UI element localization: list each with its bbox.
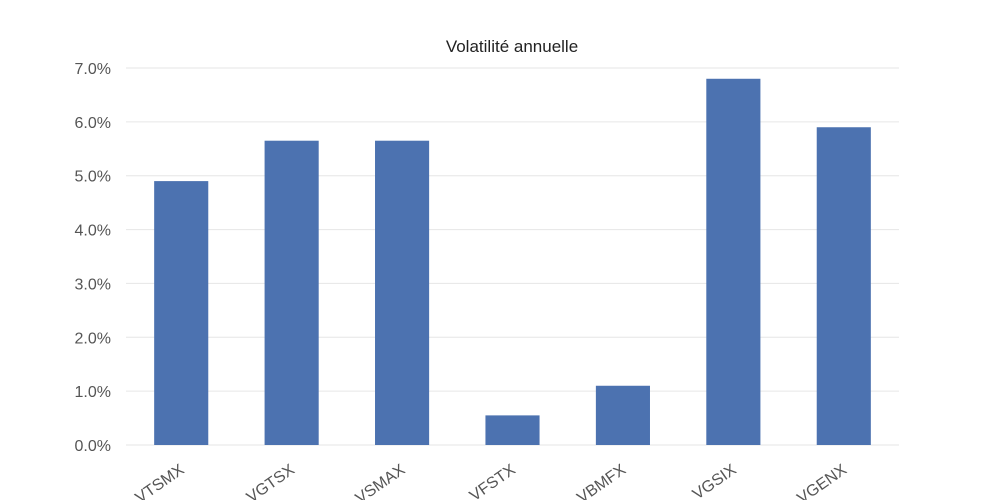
x-axis-ticks: VTSMX VGTSX VSMAX VFSTX VBMFX VGSIX VGENX: [133, 461, 851, 500]
x-tick-label: VBMFX: [574, 461, 629, 500]
y-axis-ticks: 0.0% 1.0% 2.0% 3.0% 4.0% 5.0% 6.0% 7.0%: [75, 61, 111, 455]
chart-title: Volatilité annuelle: [446, 37, 578, 56]
y-tick-label: 4.0%: [75, 223, 111, 240]
y-tick-label: 6.0%: [75, 115, 111, 132]
x-tick-label: VTSMX: [133, 461, 188, 500]
bar: [595, 385, 650, 445]
y-tick-label: 0.0%: [75, 438, 111, 455]
bar: [375, 140, 430, 445]
bar: [485, 415, 540, 445]
x-tick-label: VGTSX: [244, 461, 298, 500]
y-tick-label: 3.0%: [75, 276, 111, 293]
y-tick-label: 2.0%: [75, 330, 111, 347]
bars: [154, 78, 871, 446]
x-tick-label: VFSTX: [467, 461, 519, 500]
bar: [264, 140, 319, 445]
x-tick-label: VSMAX: [353, 461, 409, 500]
gridlines: [126, 67, 899, 446]
y-tick-label: 1.0%: [75, 384, 111, 401]
x-tick-label: VGSIX: [690, 461, 740, 500]
bar: [706, 78, 761, 446]
bar: [154, 181, 209, 445]
bar: [816, 127, 871, 445]
y-tick-label: 5.0%: [75, 169, 111, 186]
y-tick-label: 7.0%: [75, 61, 111, 78]
x-tick-label: VGENX: [794, 461, 850, 500]
